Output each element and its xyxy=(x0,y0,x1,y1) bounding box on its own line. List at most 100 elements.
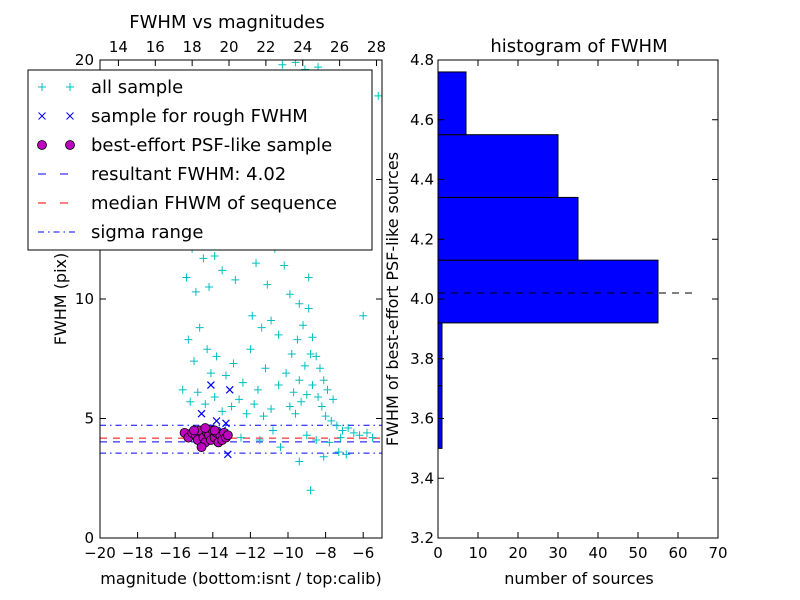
scatter-point xyxy=(210,251,219,260)
scatter-x-tick-label: −8 xyxy=(315,544,337,562)
scatter-point xyxy=(315,364,324,373)
scatter-point xyxy=(336,433,345,442)
scatter-point xyxy=(359,311,368,320)
histogram-x-tick-label: 60 xyxy=(668,544,687,562)
scatter-point xyxy=(259,412,268,421)
scatter-point xyxy=(282,369,291,378)
scatter-point xyxy=(210,392,219,401)
legend-marker xyxy=(66,112,74,120)
scatter-point xyxy=(319,452,328,461)
histogram-x-axis-label: number of sources xyxy=(504,569,654,588)
scatter-point xyxy=(267,316,276,325)
scatter-point xyxy=(306,486,315,495)
scatter-point xyxy=(235,395,244,404)
scatter-point xyxy=(184,335,193,344)
scatter-y-axis-label: FWHM (pix) xyxy=(51,253,70,346)
scatter-point xyxy=(222,419,230,428)
histogram-data-layer xyxy=(437,71,694,449)
scatter-point xyxy=(374,91,382,100)
legend-box xyxy=(27,69,373,251)
scatter-point xyxy=(225,385,234,394)
scatter-point xyxy=(304,304,313,313)
scatter-point xyxy=(212,352,221,361)
scatter-y-tick-label: 10 xyxy=(75,290,94,308)
scatter-point xyxy=(325,438,334,447)
scatter-point xyxy=(200,423,211,433)
scatter-point xyxy=(332,421,341,430)
histogram-y-tick-label: 3.2 xyxy=(410,529,434,547)
scatter-point xyxy=(321,412,330,421)
scatter-x-tick-label: −14 xyxy=(197,544,229,562)
histogram-y-tick-label: 4.4 xyxy=(410,171,434,189)
histogram-bar xyxy=(437,259,659,324)
scatter-point xyxy=(193,388,202,397)
legend-entry: sample for rough FWHM xyxy=(38,106,308,127)
legend-label: all sample xyxy=(91,77,183,98)
scatter-point xyxy=(304,273,313,282)
scatter-point xyxy=(291,60,300,67)
histogram-bar xyxy=(437,134,559,198)
scatter-point xyxy=(312,436,321,445)
scatter-point xyxy=(246,345,255,354)
scatter-point xyxy=(189,425,199,436)
histogram-y-tick-label: 4.2 xyxy=(410,230,434,248)
scatter-y-tick-label: 0 xyxy=(84,529,94,547)
histogram-x-tick-label: 40 xyxy=(588,544,607,562)
scatter-point xyxy=(229,359,238,368)
histogram-bar xyxy=(437,322,443,387)
legend-entry: sigma range xyxy=(38,222,203,243)
scatter-x-tick-label: −12 xyxy=(235,544,267,562)
scatter-point xyxy=(238,378,247,387)
scatter-point xyxy=(338,426,347,435)
scatter-top-tick-label: 22 xyxy=(256,38,275,56)
histogram-y-tick-label: 3.4 xyxy=(410,469,434,487)
scatter-top-tick-label: 24 xyxy=(293,38,312,56)
scatter-point xyxy=(218,407,227,416)
scatter-x-tick-label: −6 xyxy=(352,544,374,562)
legend-marker xyxy=(38,112,46,120)
scatter-point xyxy=(295,299,304,308)
legend-entry: resultant FWHM: 4.02 xyxy=(38,164,286,185)
scatter-point xyxy=(299,321,308,330)
scatter-point xyxy=(329,395,338,404)
scatter-point xyxy=(302,431,311,440)
histogram-y-tick-label: 4.6 xyxy=(410,111,434,129)
scatter-top-tick-label: 14 xyxy=(109,38,128,56)
scatter-point xyxy=(209,425,220,436)
legend-marker xyxy=(38,83,46,91)
scatter-point xyxy=(237,433,245,442)
histogram-y-tick-label: 4.0 xyxy=(410,290,434,308)
scatter-point xyxy=(242,409,251,418)
scatter-point xyxy=(278,60,287,69)
histogram-x-tick-label: 30 xyxy=(548,544,567,562)
histogram-x-tick-label: 0 xyxy=(433,544,443,562)
scatter-point xyxy=(267,404,276,413)
scatter-point xyxy=(231,275,240,284)
scatter-point xyxy=(191,287,200,296)
scatter-point xyxy=(274,381,283,390)
scatter-series xyxy=(179,423,233,453)
scatter-point xyxy=(302,390,311,399)
histogram-y-tick-label: 3.8 xyxy=(410,350,434,368)
scatter-point xyxy=(280,261,289,270)
scatter-point xyxy=(276,443,285,452)
histogram-axes: 0 10 20 30 40 50 60 70 3.2 3.4 3.6 3.8 4.0 4.2 4.4 4.6 4… xyxy=(410,51,727,562)
scatter-top-tick-label: 18 xyxy=(183,38,202,56)
scatter-legend: all sample sample for rough FWHM best-effo… xyxy=(27,69,373,251)
histogram-x-tick-label: 20 xyxy=(508,544,527,562)
scatter-x-tick-label: −20 xyxy=(84,544,116,562)
scatter-point xyxy=(314,392,323,401)
scatter-point xyxy=(349,428,358,437)
histogram-chart: 0 10 20 30 40 50 60 70 3.2 3.4 3.6 3.8 4.0 4.2 4.4 4.6 4… xyxy=(383,36,728,588)
histogram-x-tick-label: 50 xyxy=(628,544,647,562)
scatter-point xyxy=(255,436,264,445)
scatter-x-tick-label: −16 xyxy=(159,544,191,562)
scatter-point xyxy=(317,402,326,411)
scatter-axes: −20 −18 −16 −14 −12 −10 −8 −6 14 16 18 20 22 24 26 28 0 5… xyxy=(75,38,386,562)
scatter-point xyxy=(289,388,298,397)
scatter-point xyxy=(257,323,266,332)
scatter-point xyxy=(227,402,236,411)
legend-label: resultant FWHM: 4.02 xyxy=(91,164,286,185)
scatter-point xyxy=(295,376,304,385)
